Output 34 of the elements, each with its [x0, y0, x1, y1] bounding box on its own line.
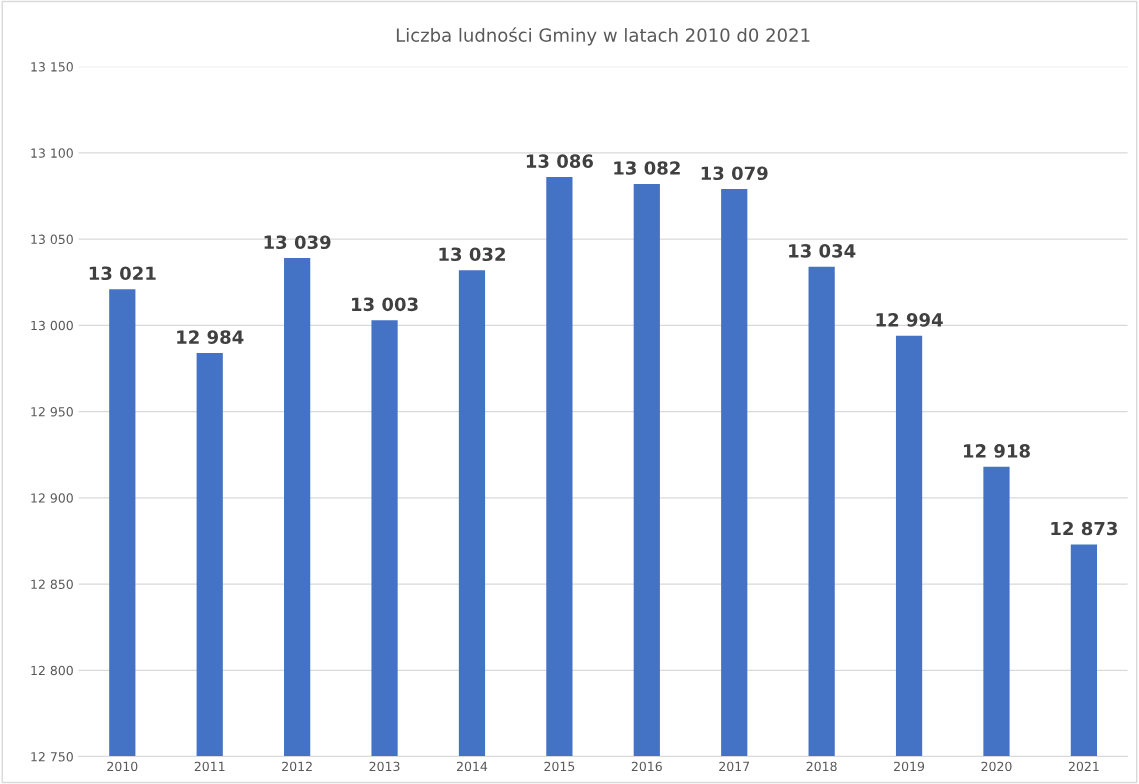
y-tick-label: 12 800 — [31, 665, 73, 676]
data-label: 13 082 — [614, 161, 680, 175]
x-tick-label: 2010 — [107, 761, 138, 772]
y-tick-label: 12 750 — [31, 752, 73, 762]
y-tick-label: 12 850 — [31, 579, 73, 590]
data-label: 13 003 — [352, 297, 418, 312]
x-tick-label: 2012 — [282, 761, 312, 772]
data-label: 13 032 — [439, 247, 505, 262]
x-tick-label: 2013 — [369, 761, 400, 772]
x-tick-label: 2020 — [981, 761, 1012, 772]
x-tick-label: 2016 — [631, 761, 662, 772]
x-tick-label: 2011 — [194, 761, 225, 772]
y-tick-label: 13 000 — [31, 320, 73, 331]
x-tick-label: 2015 — [544, 761, 575, 772]
data-label: 12 918 — [963, 444, 1030, 458]
y-tick-label: 12 950 — [31, 407, 73, 417]
y-tick-label: 13 150 — [31, 62, 73, 72]
x-tick-label: 2014 — [456, 761, 488, 772]
chart-title: Liczba ludności Gminy w latach 2010 d0 2021 — [396, 27, 810, 46]
data-label: 13 039 — [264, 235, 331, 250]
data-label: 13 079 — [701, 166, 768, 181]
data-label: 13 021 — [89, 266, 156, 281]
x-tick-label: 2017 — [719, 761, 750, 772]
data-label: 13 086 — [526, 154, 593, 168]
data-label: 12 984 — [177, 330, 244, 344]
data-label: 13 034 — [789, 244, 856, 258]
y-tick-label: 13 100 — [31, 148, 73, 158]
y-tick-label: 12 900 — [31, 493, 73, 503]
x-tick-label: 2019 — [894, 761, 925, 772]
x-tick-label: 2018 — [806, 761, 837, 772]
x-tick-label: 2021 — [1068, 761, 1099, 772]
data-label: 12 994 — [876, 313, 943, 327]
data-label: 12 873 — [1051, 521, 1118, 536]
y-tick-label: 13 050 — [31, 234, 73, 245]
